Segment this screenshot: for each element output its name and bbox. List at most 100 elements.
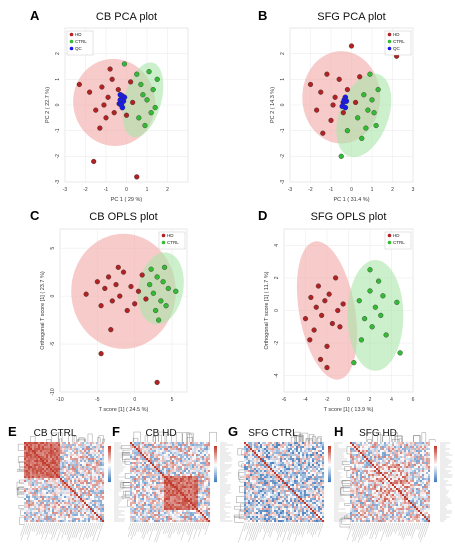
heatmap-cell <box>96 472 99 475</box>
data-point <box>307 337 313 343</box>
heatmap-cell <box>320 484 323 487</box>
heatmap-cell <box>50 472 53 475</box>
heatmap-cell <box>184 510 187 513</box>
heatmap-cell <box>60 510 63 513</box>
heatmap-cell <box>130 482 133 485</box>
heatmap-cell <box>60 494 63 497</box>
heatmap-cell <box>38 498 41 501</box>
heatmap-cell <box>198 502 201 505</box>
heatmap-cell <box>282 450 285 453</box>
heatmap-cell <box>184 478 187 481</box>
heatmap-cell <box>68 464 71 467</box>
heatmap-cell <box>204 500 207 503</box>
heatmap-cell <box>190 446 193 449</box>
column-label-mark <box>73 522 80 538</box>
legend-label: QC <box>393 46 401 51</box>
heatmap-cell <box>62 444 65 447</box>
heatmap-cell <box>250 462 253 465</box>
heatmap-cell <box>62 500 65 503</box>
heatmap-cell <box>276 498 279 501</box>
heatmap-cell <box>42 504 45 507</box>
heatmap-cell <box>50 474 53 477</box>
dendrogram-branch <box>122 452 130 456</box>
heatmap-cell <box>34 478 37 481</box>
heatmap-cell <box>90 508 93 511</box>
heatmap-cell <box>182 466 185 469</box>
data-point <box>397 350 403 356</box>
heatmap-cell <box>306 498 309 501</box>
heatmap-cell <box>42 450 45 453</box>
heatmap-cell <box>170 504 173 507</box>
heatmap-cell <box>192 508 195 511</box>
heatmap-cell <box>188 514 191 517</box>
heatmap-cell <box>80 470 83 473</box>
heatmap-cell <box>156 496 159 499</box>
data-point <box>150 86 156 93</box>
heatmap-cell <box>44 512 47 515</box>
heatmap-cell <box>138 446 141 449</box>
heatmap-cell <box>322 464 325 467</box>
color-scale-step <box>214 476 217 479</box>
heatmap-cell <box>138 454 141 457</box>
color-scale-step <box>108 464 111 466</box>
heatmap-cell <box>130 454 133 457</box>
heatmap-cell <box>130 500 133 503</box>
heatmap-cell <box>180 470 183 473</box>
heatmap-cell <box>166 512 169 515</box>
heatmap-cell <box>64 484 67 487</box>
heatmap-cell <box>94 442 97 445</box>
heatmap-cell <box>168 456 171 459</box>
heatmap-cell <box>158 506 161 509</box>
heatmap-cell <box>162 496 165 499</box>
heatmap-cell <box>86 442 89 445</box>
heatmap-cell <box>154 494 157 497</box>
heatmap-cell <box>162 512 165 515</box>
heatmap-cell <box>40 462 43 465</box>
heatmap-cell <box>88 458 91 461</box>
heatmap-cell <box>100 482 103 485</box>
heatmap-cell <box>304 488 307 491</box>
heatmap-cell <box>160 512 163 515</box>
heatmap-cell <box>158 500 161 503</box>
heatmap-cell <box>28 466 31 469</box>
heatmap-cell <box>58 506 61 509</box>
heatmap-cell <box>138 480 141 483</box>
heatmap-cell <box>152 498 155 501</box>
heatmap-cell <box>36 452 39 455</box>
data-point <box>94 279 100 285</box>
heatmap-cell <box>320 476 323 479</box>
heatmap-cell <box>78 464 81 467</box>
heatmap-cell <box>186 472 189 475</box>
heatmap-cell <box>84 460 87 463</box>
heatmap-cell <box>150 514 153 517</box>
heatmap-cell <box>70 496 73 499</box>
heatmap-cell <box>176 498 179 501</box>
heatmap-cell <box>56 468 59 471</box>
heatmap-cell <box>186 500 189 503</box>
heatmap-cell <box>72 512 75 515</box>
heatmap-cell <box>48 458 51 461</box>
heatmap-cell <box>192 454 195 457</box>
heatmap-cell <box>52 504 55 507</box>
column-label-mark <box>204 522 210 535</box>
heatmap-cell <box>192 492 195 495</box>
heatmap-cell <box>68 442 71 445</box>
heatmap-cell <box>196 448 199 451</box>
heatmap-cell <box>66 468 69 471</box>
heatmap-cell <box>46 462 49 465</box>
heatmap-cell <box>264 482 267 485</box>
heatmap-cell <box>292 482 295 485</box>
heatmap-cell <box>140 458 143 461</box>
heatmap-cell <box>62 458 65 461</box>
heatmap-matrix <box>244 442 325 523</box>
heatmap-cell <box>166 464 169 467</box>
heatmap-cell <box>270 482 273 485</box>
heatmap-cell <box>194 462 197 465</box>
heatmap-cell <box>60 482 63 485</box>
heatmap-cell <box>78 472 81 475</box>
heatmap-cell <box>46 478 49 481</box>
heatmap-cell <box>54 454 57 457</box>
heatmap-cell <box>84 458 87 461</box>
heatmap-cell <box>204 480 207 483</box>
heatmap-cell <box>188 466 191 469</box>
